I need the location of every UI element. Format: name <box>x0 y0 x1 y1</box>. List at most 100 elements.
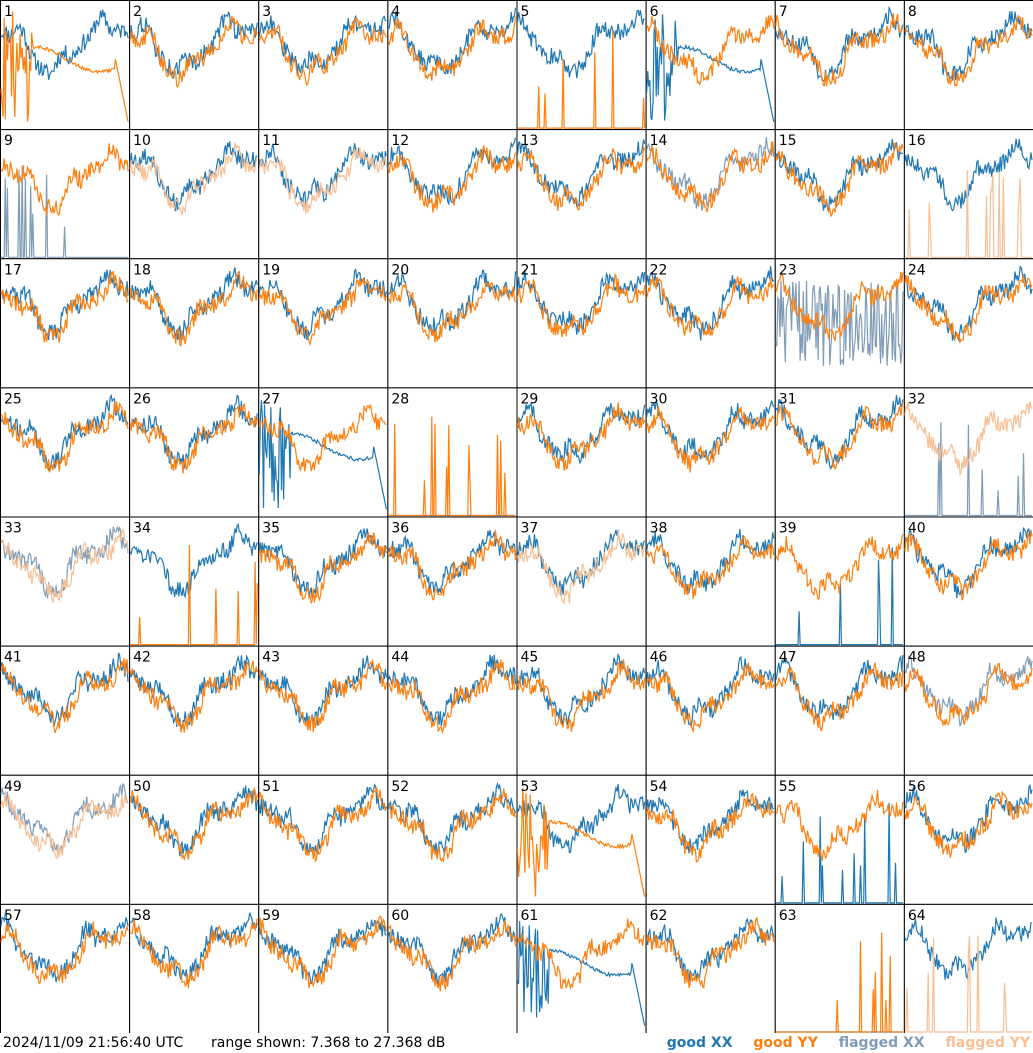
series-xx <box>1 166 129 258</box>
panel-label: 39 <box>779 521 797 537</box>
panel-label: 21 <box>521 262 539 278</box>
series-yy <box>129 270 258 347</box>
series-yy <box>904 14 1033 87</box>
legend-flagged-xx: flagged XX <box>838 1035 925 1051</box>
panel-40: 40 <box>903 516 1033 647</box>
series-yy <box>775 932 903 1033</box>
panel-frame <box>516 516 647 647</box>
panel-22: 22 <box>645 258 776 389</box>
series-yy <box>775 142 904 218</box>
series-yy <box>129 403 258 474</box>
series-xx <box>775 395 904 471</box>
panel-16: 16 <box>903 129 1033 260</box>
panel-frame <box>645 903 776 1033</box>
series-yy <box>258 404 387 472</box>
panel-label: 41 <box>4 650 22 666</box>
series-yy <box>0 11 129 123</box>
panel-34: 34 <box>129 516 260 647</box>
panel-label: 9 <box>4 133 13 149</box>
series-yy <box>904 401 1033 477</box>
panel-label: 42 <box>133 650 151 666</box>
panel-label: 53 <box>521 779 539 795</box>
series-xx <box>516 529 646 596</box>
panel-frame <box>0 645 131 776</box>
panel-62: 62 <box>645 903 776 1033</box>
panel-48: 48 <box>903 645 1033 776</box>
panel-9: 9 <box>0 129 131 260</box>
panel-35: 35 <box>258 516 389 647</box>
panel-8: 8 <box>903 0 1033 131</box>
panel-frame <box>0 0 131 131</box>
series-yy <box>388 416 516 517</box>
panel-36: 36 <box>387 516 518 647</box>
panel-label: 17 <box>4 262 22 278</box>
timestamp: 2024/11/09 21:56:40 UTC <box>3 1035 184 1051</box>
panel-frame <box>774 0 905 131</box>
series-xx <box>258 783 387 856</box>
series-yy <box>904 790 1033 858</box>
panel-label: 1 <box>4 4 13 20</box>
panel-47: 47 <box>774 645 905 776</box>
panel-32: 32 <box>903 387 1033 518</box>
panel-56: 56 <box>903 774 1033 905</box>
series-yy <box>775 271 904 341</box>
panel-29: 29 <box>516 387 647 518</box>
panel-label: 57 <box>4 908 22 924</box>
series-xx <box>516 784 646 854</box>
series-yy <box>387 16 517 81</box>
panel-7: 7 <box>774 0 905 131</box>
series-yy <box>646 276 775 337</box>
series-yy <box>387 145 517 213</box>
panel-label: 40 <box>908 521 926 537</box>
series-yy <box>646 916 775 990</box>
panel-label: 60 <box>391 908 409 924</box>
series-yy <box>904 530 1033 601</box>
panel-46: 46 <box>645 645 776 776</box>
panel-label: 8 <box>908 4 917 20</box>
panel-11: 11 <box>258 129 389 260</box>
series-xx <box>775 547 903 646</box>
panel-label: 51 <box>262 779 280 795</box>
panel-frame <box>645 0 776 131</box>
panel-label: 2 <box>133 4 142 20</box>
panel-label: 43 <box>262 650 280 666</box>
series-yy <box>258 531 387 604</box>
panel-label: 52 <box>391 779 409 795</box>
series-yy <box>0 657 129 734</box>
series-yy <box>258 147 387 215</box>
panel-label: 30 <box>650 391 668 407</box>
series-yy <box>904 935 1032 1033</box>
series-xx <box>646 266 775 341</box>
panel-label: 13 <box>521 133 539 149</box>
panel-frame <box>645 258 776 389</box>
series-xx <box>258 400 387 510</box>
panel-label: 25 <box>4 391 22 407</box>
panel-12: 12 <box>387 129 518 260</box>
panel-53: 53 <box>516 774 647 905</box>
range-text: range shown: 7.368 to 27.368 dB <box>211 1035 446 1051</box>
series-xx <box>258 655 387 727</box>
series-yy <box>258 915 387 989</box>
series-xx <box>516 921 646 1026</box>
series-xx <box>516 269 646 335</box>
panel-64: 64 <box>903 903 1033 1033</box>
panel-label: 26 <box>133 391 151 407</box>
panel-2: 2 <box>129 0 260 131</box>
series-yy <box>0 791 129 860</box>
series-yy <box>258 18 387 87</box>
series-yy <box>387 920 517 992</box>
panel-label: 62 <box>650 908 668 924</box>
legend: good XX good YY flagged XX flagged YY <box>651 1035 1030 1051</box>
panel-45: 45 <box>516 645 647 776</box>
series-xx <box>646 14 775 123</box>
panel-label: 50 <box>133 779 151 795</box>
panel-frame <box>903 516 1033 647</box>
panel-43: 43 <box>258 645 389 776</box>
panel-54: 54 <box>645 774 776 905</box>
series-yy <box>646 792 775 864</box>
panel-41: 41 <box>0 645 131 776</box>
panel-label: 45 <box>521 650 539 666</box>
panel-label: 28 <box>391 391 409 407</box>
panel-28: 28 <box>387 387 518 518</box>
series-yy <box>258 278 387 347</box>
